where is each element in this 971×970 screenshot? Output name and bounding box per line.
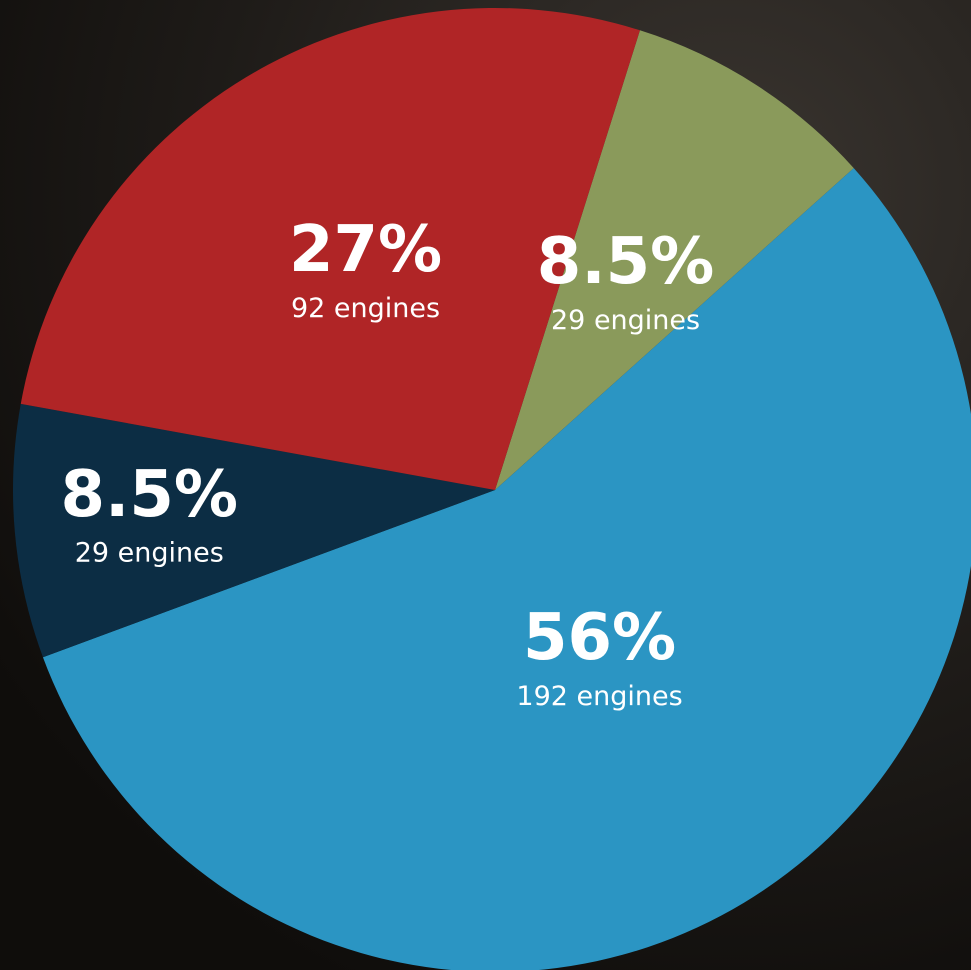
percent-label: 8.5% bbox=[61, 458, 239, 532]
count-label: 92 engines bbox=[291, 293, 440, 324]
percent-label: 8.5% bbox=[537, 225, 715, 299]
count-label: 29 engines bbox=[75, 538, 224, 569]
percent-label: 56% bbox=[523, 601, 676, 675]
count-label: 29 engines bbox=[551, 305, 700, 336]
percent-label: 27% bbox=[289, 213, 442, 287]
page: 8.5% 29 engines 56% 192 engines 8.5% 29 engin… bbox=[0, 0, 971, 970]
chart: 8.5% 29 engines 56% 192 engines 8.5% 29 engin… bbox=[0, 0, 971, 970]
count-label: 192 engines bbox=[516, 681, 682, 712]
